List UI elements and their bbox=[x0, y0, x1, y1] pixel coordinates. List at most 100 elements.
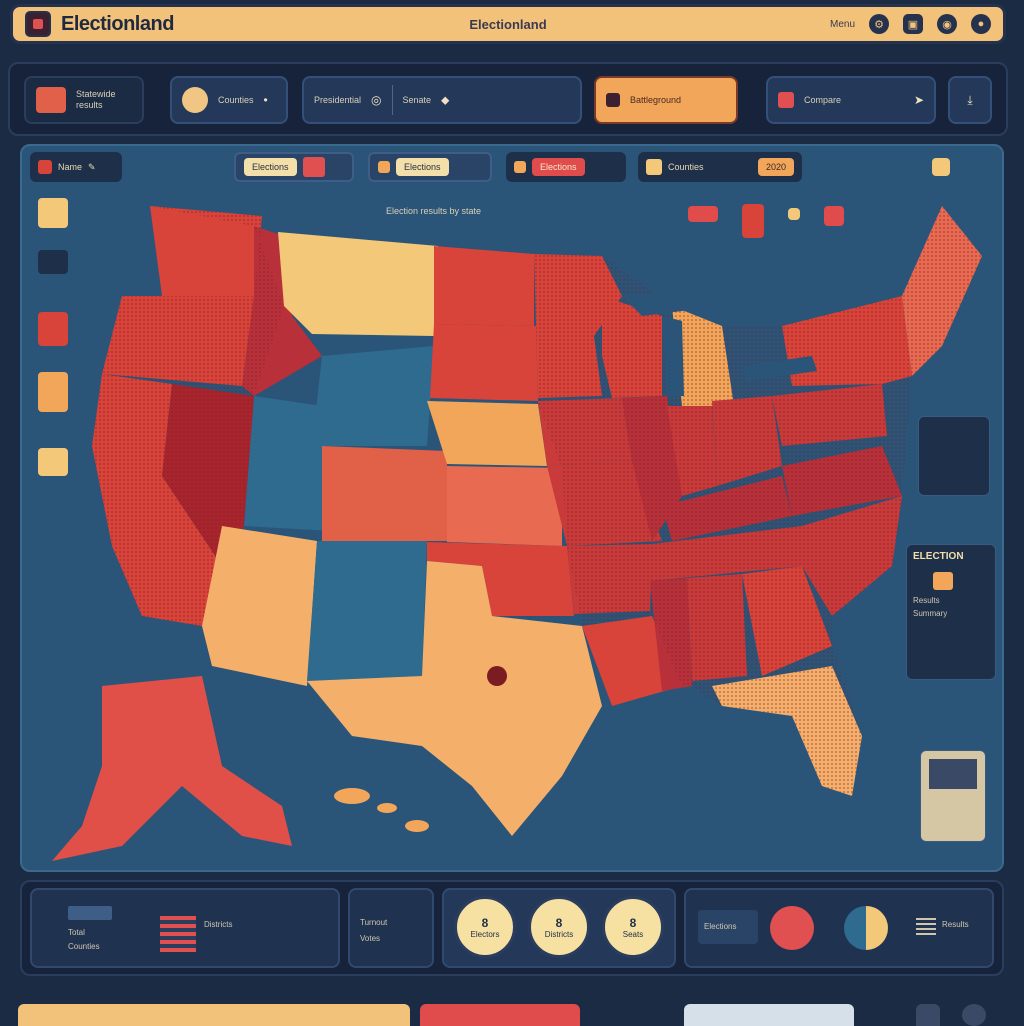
divider bbox=[391, 85, 393, 115]
thumbnail-image bbox=[929, 759, 977, 789]
senate-tab[interactable]: Senate bbox=[402, 94, 432, 105]
window-title: Electionland bbox=[469, 16, 547, 32]
battleground-label: Battleground bbox=[630, 94, 682, 105]
pin-icon: ⬥ bbox=[441, 92, 450, 107]
edit-icon: ✎ bbox=[88, 161, 96, 172]
chip-2-icon bbox=[378, 161, 390, 173]
state-north-dakota bbox=[434, 246, 534, 326]
legend-yellow bbox=[788, 208, 800, 220]
app-name: Electionland bbox=[61, 12, 174, 35]
legend-red bbox=[688, 206, 718, 222]
summary-title: ELECTION bbox=[913, 551, 964, 562]
electors-circle[interactable]: 8 Electors bbox=[454, 896, 516, 958]
stat-bar-1 bbox=[68, 906, 112, 920]
lake-superior bbox=[622, 286, 722, 316]
legend-side-4 bbox=[38, 372, 68, 412]
elections-tag-label: Elections bbox=[704, 922, 737, 931]
stat-total-label: Total bbox=[68, 928, 85, 937]
bottom-tab-icon-1[interactable] bbox=[916, 1004, 940, 1026]
state-hawaii bbox=[334, 788, 370, 804]
elections-filter-3[interactable]: Elections bbox=[506, 152, 626, 182]
side-card-1 bbox=[918, 416, 990, 496]
thumbnail-card[interactable] bbox=[920, 750, 986, 842]
results-label: results bbox=[76, 100, 103, 110]
legend-side-3 bbox=[38, 312, 68, 346]
elections-tag[interactable]: Elections bbox=[698, 910, 758, 944]
state-montana bbox=[278, 232, 438, 336]
legend-red-tall bbox=[742, 204, 764, 238]
results-label: Results bbox=[942, 920, 969, 929]
legend-corner bbox=[932, 158, 950, 176]
dot-icon: • bbox=[263, 93, 268, 107]
state-new-mexico bbox=[307, 541, 427, 681]
bottom-tab-3[interactable] bbox=[684, 1004, 854, 1026]
toolbar: Statewide results Counties • Presidentia… bbox=[8, 62, 1008, 136]
statewide-results-button[interactable]: Statewide results bbox=[24, 76, 144, 124]
presidential-tab[interactable]: Presidential bbox=[314, 94, 362, 105]
download-button[interactable]: ⤓ bbox=[948, 76, 992, 124]
state-alaska bbox=[52, 676, 292, 861]
list-icon bbox=[916, 918, 936, 938]
lake-michigan bbox=[662, 316, 684, 396]
electors-label: Electors bbox=[470, 929, 500, 939]
red-pie-icon[interactable] bbox=[770, 906, 814, 950]
race-selector[interactable]: Presidential ◎ Senate ⬥ bbox=[302, 76, 582, 124]
seats-label: Seats bbox=[622, 929, 644, 939]
state-utah bbox=[244, 396, 332, 531]
us-map bbox=[22, 146, 1002, 870]
image-icon[interactable]: ▣ bbox=[903, 14, 923, 34]
compare-button[interactable]: Compare ➤ bbox=[766, 76, 936, 124]
chip-3-icon bbox=[514, 161, 526, 173]
counties-filter[interactable]: Counties 2020 bbox=[638, 152, 802, 182]
bottom-tab-strip bbox=[0, 1000, 1024, 1026]
legend-red-small bbox=[824, 206, 844, 226]
split-pie-icon[interactable] bbox=[844, 906, 888, 950]
state-oklahoma bbox=[427, 542, 574, 616]
summary-icon bbox=[933, 572, 953, 590]
chip-2-label: Elections bbox=[396, 158, 449, 176]
battleground-icon bbox=[606, 93, 620, 107]
elections-filter-1[interactable]: Elections bbox=[234, 152, 354, 182]
state-south-dakota bbox=[430, 324, 538, 401]
districts-number: 8 bbox=[555, 915, 563, 930]
send-icon: ➤ bbox=[913, 93, 924, 107]
summary-line-2: Summary bbox=[913, 609, 948, 618]
menu-label[interactable]: Menu bbox=[829, 18, 855, 30]
compare-icon bbox=[778, 92, 794, 108]
bottom-tab-1[interactable] bbox=[18, 1004, 410, 1026]
globe-icon[interactable]: ◉ bbox=[937, 14, 957, 34]
districts-circle[interactable]: 8 Districts bbox=[528, 896, 590, 958]
state-washington bbox=[150, 206, 262, 296]
stat-votes-label: Votes bbox=[360, 934, 381, 943]
circles-panel: 8 Electors 8 Districts 8 Seats bbox=[442, 888, 676, 968]
districts-label: Districts bbox=[544, 929, 574, 939]
app-logo-icon[interactable] bbox=[25, 11, 51, 37]
chip-1-label: Elections bbox=[244, 158, 297, 176]
battleground-button[interactable]: Battleground bbox=[594, 76, 738, 124]
ballot-icon: ◎ bbox=[371, 93, 382, 107]
name-selector[interactable]: Name ✎ bbox=[30, 152, 122, 182]
results-summary-card[interactable]: ELECTION Results Summary bbox=[906, 544, 996, 680]
state-kansas bbox=[447, 466, 562, 546]
stat-districts-label: Districts bbox=[204, 920, 233, 929]
state-arizona bbox=[202, 526, 317, 686]
state-colorado bbox=[322, 446, 447, 541]
state-wyoming bbox=[312, 346, 434, 446]
stats-panel-1: Total Counties Districts bbox=[30, 888, 340, 968]
summary-line-1: Results bbox=[913, 596, 940, 605]
elections-filter-2[interactable]: Elections bbox=[368, 152, 492, 182]
chip-3-label: Elections bbox=[532, 158, 585, 176]
bottom-tab-icon-2[interactable] bbox=[962, 1004, 986, 1026]
year-chip: 2020 bbox=[757, 158, 794, 176]
profile-icon[interactable]: ● bbox=[971, 14, 991, 34]
seats-circle[interactable]: 8 Seats bbox=[602, 896, 664, 958]
stat-counties-label: Counties bbox=[68, 942, 100, 951]
legend-side-5 bbox=[38, 448, 68, 476]
name-label: Name bbox=[58, 162, 83, 172]
texas-hotspot bbox=[487, 666, 507, 686]
counties-button[interactable]: Counties • bbox=[170, 76, 288, 124]
title-bar: Electionland Electionland Menu ⚙ ▣ ◉ ● bbox=[10, 4, 1006, 44]
bottom-tab-2[interactable] bbox=[420, 1004, 580, 1026]
settings-icon[interactable]: ⚙ bbox=[869, 14, 889, 34]
map-swatch-icon bbox=[36, 87, 66, 113]
